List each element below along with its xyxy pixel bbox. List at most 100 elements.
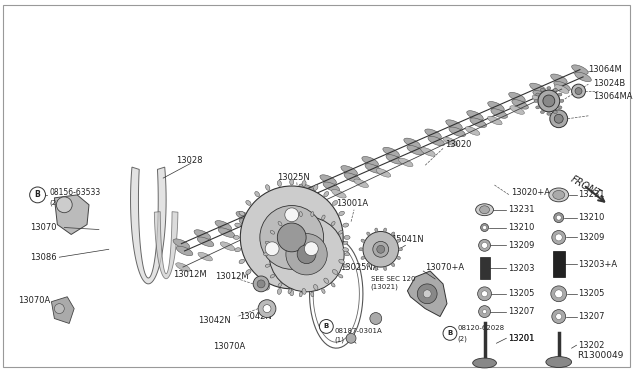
Ellipse shape (173, 239, 189, 248)
Text: 13202: 13202 (579, 341, 605, 350)
Circle shape (263, 305, 271, 312)
Circle shape (319, 320, 333, 333)
Text: 13210: 13210 (508, 223, 534, 232)
Text: 13042N: 13042N (198, 316, 230, 325)
Text: 13231: 13231 (579, 190, 605, 199)
Circle shape (554, 213, 564, 222)
Ellipse shape (554, 110, 557, 113)
Ellipse shape (235, 223, 241, 227)
Ellipse shape (488, 102, 504, 111)
Ellipse shape (536, 106, 540, 109)
Ellipse shape (324, 192, 329, 197)
Ellipse shape (383, 228, 387, 232)
Circle shape (297, 245, 316, 264)
Ellipse shape (446, 120, 462, 129)
Circle shape (555, 290, 563, 298)
Circle shape (29, 187, 45, 203)
Ellipse shape (362, 157, 378, 166)
Ellipse shape (343, 264, 348, 267)
Ellipse shape (407, 145, 424, 155)
Text: R1300049: R1300049 (577, 351, 623, 360)
Ellipse shape (397, 239, 401, 242)
Text: (1): (1) (334, 336, 344, 343)
Circle shape (417, 284, 437, 304)
Text: B: B (324, 323, 329, 330)
Ellipse shape (290, 179, 294, 185)
Ellipse shape (324, 278, 329, 283)
Ellipse shape (575, 87, 582, 94)
Ellipse shape (176, 246, 193, 256)
Ellipse shape (554, 85, 569, 93)
Ellipse shape (265, 264, 270, 267)
Ellipse shape (266, 185, 270, 190)
Circle shape (265, 242, 279, 256)
Text: 13070+A: 13070+A (425, 263, 465, 272)
Ellipse shape (510, 106, 524, 114)
Ellipse shape (278, 221, 282, 226)
Ellipse shape (243, 231, 257, 240)
Ellipse shape (365, 164, 381, 173)
Polygon shape (54, 195, 89, 234)
Text: 13042N: 13042N (239, 312, 272, 321)
Circle shape (483, 310, 486, 314)
Ellipse shape (532, 95, 547, 104)
Ellipse shape (361, 239, 365, 242)
Ellipse shape (239, 219, 256, 228)
Circle shape (240, 186, 343, 289)
Circle shape (443, 326, 457, 340)
Ellipse shape (332, 189, 346, 198)
Text: 13207: 13207 (579, 312, 605, 321)
Text: 13012M: 13012M (173, 269, 207, 279)
Ellipse shape (467, 111, 483, 120)
Ellipse shape (332, 270, 338, 275)
Ellipse shape (367, 263, 370, 267)
Text: 13209: 13209 (579, 233, 605, 242)
Text: 13205: 13205 (508, 289, 534, 298)
Ellipse shape (314, 285, 318, 290)
Text: 13201: 13201 (508, 334, 534, 343)
Ellipse shape (339, 259, 344, 264)
Ellipse shape (277, 289, 282, 294)
Ellipse shape (302, 191, 319, 201)
Ellipse shape (302, 289, 306, 294)
Ellipse shape (533, 90, 549, 100)
Ellipse shape (343, 223, 349, 227)
Ellipse shape (386, 154, 403, 164)
Ellipse shape (236, 211, 253, 221)
Ellipse shape (265, 241, 270, 244)
Circle shape (286, 234, 327, 275)
Ellipse shape (239, 211, 244, 216)
Ellipse shape (488, 116, 502, 125)
Ellipse shape (281, 201, 298, 210)
Text: 13070A: 13070A (212, 342, 245, 351)
Text: 13020+A: 13020+A (511, 189, 550, 198)
Ellipse shape (270, 231, 275, 234)
Ellipse shape (549, 188, 568, 202)
Ellipse shape (277, 180, 282, 186)
Ellipse shape (443, 137, 458, 146)
Ellipse shape (339, 231, 343, 234)
Ellipse shape (343, 248, 349, 252)
Text: 13085: 13085 (243, 243, 269, 252)
Text: 13064M: 13064M (588, 65, 622, 74)
Ellipse shape (554, 81, 570, 91)
Ellipse shape (399, 248, 403, 251)
Circle shape (277, 223, 306, 252)
Ellipse shape (530, 83, 546, 93)
Circle shape (285, 208, 299, 222)
Ellipse shape (383, 267, 387, 270)
Ellipse shape (265, 221, 279, 230)
Circle shape (269, 217, 344, 292)
Ellipse shape (339, 211, 344, 216)
Text: 13231: 13231 (508, 205, 535, 214)
Circle shape (258, 300, 276, 318)
Ellipse shape (547, 112, 551, 115)
Ellipse shape (465, 126, 480, 135)
Ellipse shape (290, 290, 294, 296)
Ellipse shape (404, 138, 420, 148)
Ellipse shape (383, 147, 399, 157)
Ellipse shape (218, 228, 235, 237)
Ellipse shape (534, 99, 538, 102)
Text: 15041N: 15041N (390, 235, 423, 244)
Circle shape (556, 234, 562, 241)
